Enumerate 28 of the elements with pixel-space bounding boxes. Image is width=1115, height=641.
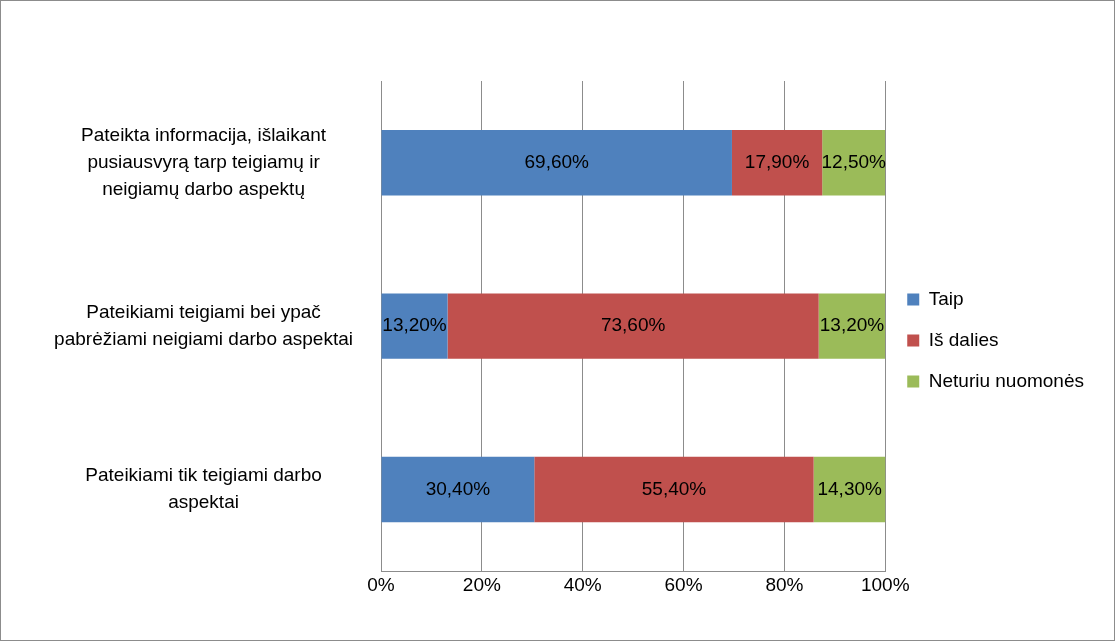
legend-label: Iš dalies: [928, 328, 999, 350]
y-tick-label: Pateikiami tik teigiami darbo aspektai: [85, 464, 322, 513]
y-tick-label: Pateikta informacija, išlaikant pusiausvyrą tarp teigiamų ir neigiamų darbo aspektų: [81, 124, 327, 199]
data-label: 73,60%: [600, 314, 666, 336]
x-tick-label: 100%: [860, 573, 910, 595]
x-tick-label: 60%: [664, 573, 703, 595]
bar: [381, 130, 732, 196]
x-tick-label: 20%: [462, 573, 501, 595]
data-label: 13,20%: [382, 314, 447, 336]
data-label: 14,30%: [817, 477, 883, 499]
bar: [731, 130, 823, 196]
bar: [447, 293, 819, 359]
bar: [818, 293, 886, 359]
legend-label: Taip: [928, 287, 964, 309]
x-tick-label: 80%: [765, 573, 804, 595]
data-label: 55,40%: [641, 477, 707, 499]
data-label: 69,60%: [524, 150, 590, 172]
x-tick-label: 40%: [563, 573, 602, 595]
x-tick-label: 0%: [367, 573, 395, 595]
y-tick-label: Pateikiami teigiami bei ypač pabrėžiami neigiami darbo aspektai: [54, 301, 353, 349]
bar: [381, 456, 535, 523]
data-label: 17,90%: [744, 150, 810, 172]
bar: [534, 456, 814, 523]
data-label: 13,20%: [819, 314, 885, 336]
bar: [381, 293, 448, 359]
data-label: 30,40%: [425, 477, 491, 499]
data-label: 12,50%: [821, 150, 887, 172]
legend-label: Neturiu nuomonės: [928, 369, 1085, 391]
